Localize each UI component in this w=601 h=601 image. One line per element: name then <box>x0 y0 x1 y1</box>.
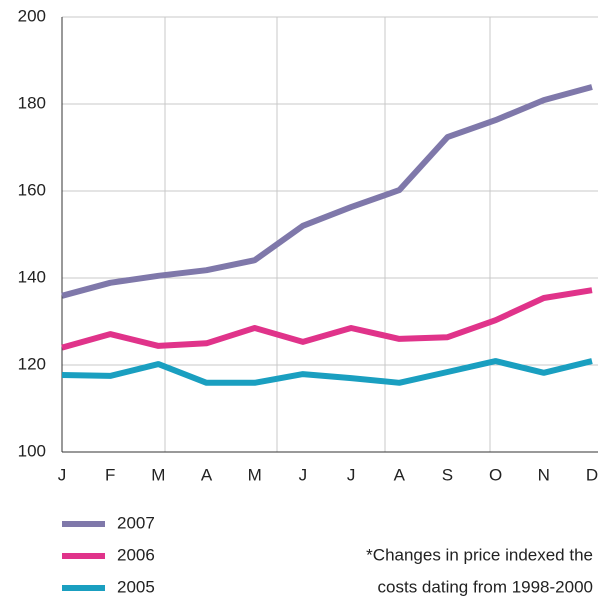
x-tick-label: S <box>442 465 453 484</box>
vertical-grid <box>164 17 491 452</box>
y-tick-label: 200 <box>18 6 46 25</box>
series-line <box>61 358 593 386</box>
x-tick-label: D <box>586 465 598 484</box>
x-tick-label: M <box>248 465 262 484</box>
y-tick-label: 120 <box>18 354 46 373</box>
x-tick-label: N <box>538 465 550 484</box>
legend-label: 2007 <box>117 513 155 532</box>
x-tick-label: A <box>201 465 213 484</box>
x-tick-label: A <box>394 465 406 484</box>
y-tick-label: 160 <box>18 180 46 199</box>
legend-label: 2005 <box>117 577 155 596</box>
x-tick-label: J <box>299 465 308 484</box>
y-tick-label: 100 <box>18 441 46 460</box>
y-tick-label: 140 <box>18 267 46 286</box>
y-tick-label: 180 <box>18 93 46 112</box>
annotation: costs dating from 1998-2000 <box>378 577 593 596</box>
legend-label: 2006 <box>117 545 155 564</box>
x-tick-label: J <box>347 465 356 484</box>
x-tick-label: M <box>151 465 165 484</box>
series-line <box>61 84 593 299</box>
x-tick-label: O <box>489 465 502 484</box>
x-tick-label: F <box>105 465 115 484</box>
x-tick-label: J <box>58 465 67 484</box>
series-line <box>61 287 593 351</box>
annotation: *Changes in price indexed the <box>366 545 593 564</box>
